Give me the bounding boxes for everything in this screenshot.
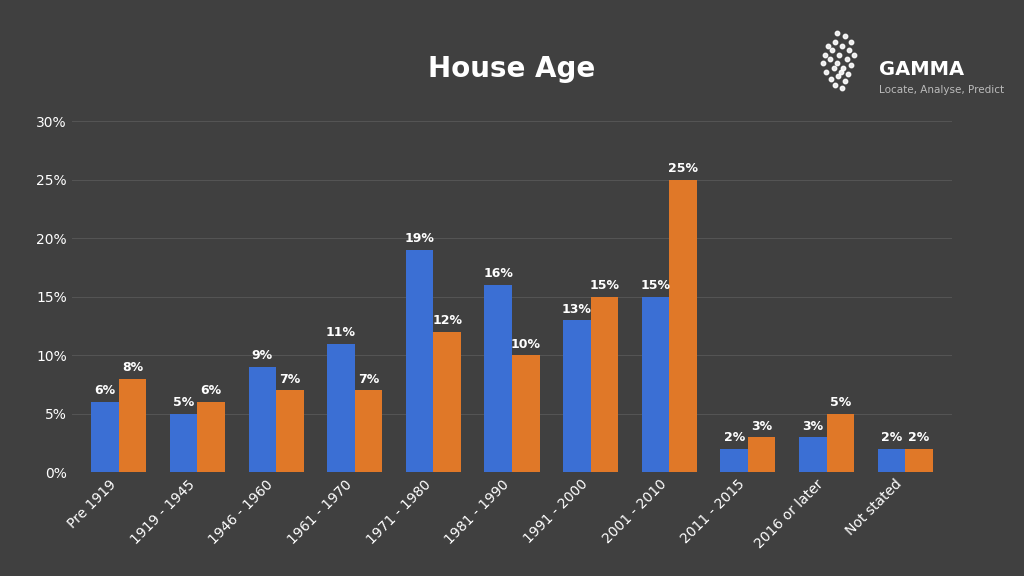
Bar [720,449,748,472]
Bar [433,332,461,472]
Bar [328,344,354,472]
Bar [119,379,146,472]
Text: 7%: 7% [280,373,300,386]
Bar [748,437,775,472]
Bar [406,250,433,472]
Text: 6%: 6% [94,384,116,397]
Bar [276,391,304,472]
Text: 5%: 5% [829,396,851,409]
Text: 2%: 2% [881,431,902,444]
Bar [91,402,119,472]
Text: 15%: 15% [640,279,671,292]
Bar [484,285,512,472]
Text: 2%: 2% [908,431,930,444]
Text: 3%: 3% [751,419,772,433]
Title: House Age: House Age [428,55,596,83]
Text: GAMMA: GAMMA [879,60,964,79]
Text: 6%: 6% [201,384,222,397]
Bar [354,391,382,472]
Text: 19%: 19% [404,232,434,245]
Text: 7%: 7% [357,373,379,386]
Text: 3%: 3% [802,419,823,433]
Bar [799,437,826,472]
Bar [249,367,276,472]
Text: 10%: 10% [511,338,541,351]
Text: 5%: 5% [173,396,195,409]
Text: 13%: 13% [562,302,592,316]
Bar [878,449,905,472]
Bar [170,414,198,472]
Bar [512,355,540,472]
Bar [591,297,618,472]
Text: 11%: 11% [326,326,356,339]
Bar [563,320,591,472]
Text: 16%: 16% [483,267,513,281]
Text: 9%: 9% [252,349,273,362]
Bar [670,180,696,472]
Bar [905,449,933,472]
Bar [198,402,225,472]
Text: 2%: 2% [724,431,744,444]
Text: 8%: 8% [122,361,143,374]
Text: 25%: 25% [668,162,698,175]
Text: 15%: 15% [590,279,620,292]
Text: Locate, Analyse, Predict: Locate, Analyse, Predict [879,85,1004,94]
Text: 12%: 12% [432,314,462,327]
Bar [642,297,670,472]
Bar [826,414,854,472]
